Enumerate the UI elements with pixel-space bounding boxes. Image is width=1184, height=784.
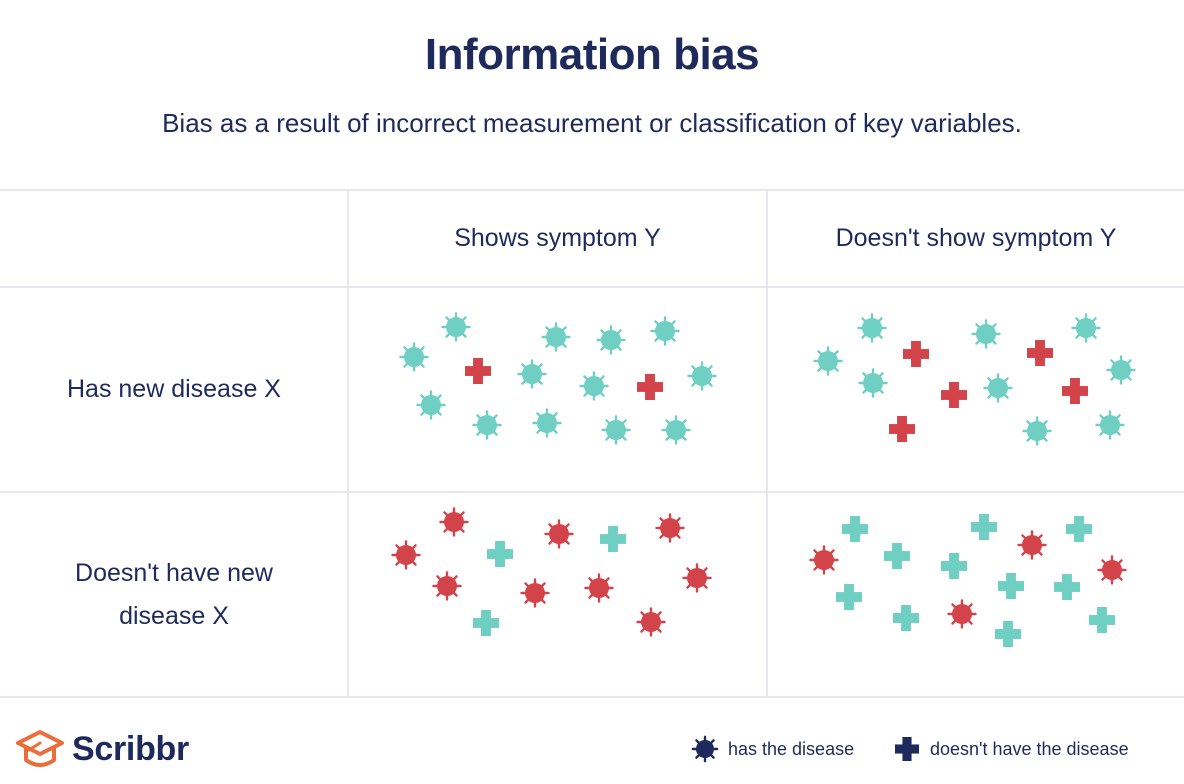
cross-icon bbox=[836, 584, 862, 610]
grid-line bbox=[766, 189, 768, 698]
cell-no-disease-shows-symptom bbox=[391, 507, 712, 637]
cross-icon bbox=[465, 358, 491, 384]
graduation-cap-icon bbox=[16, 730, 64, 767]
virus-icon bbox=[596, 325, 626, 355]
virus-icon bbox=[809, 545, 839, 575]
column-header-no-symptom: Doesn't show symptom Y bbox=[835, 223, 1117, 252]
legend-cross-label: doesn't have the disease bbox=[930, 738, 1129, 759]
virus-icon bbox=[691, 735, 719, 763]
virus-icon bbox=[947, 599, 977, 629]
cross-icon bbox=[1089, 607, 1115, 633]
row-header-no-disease: Doesn't have new disease X bbox=[0, 493, 348, 696]
cross-icon bbox=[893, 605, 919, 631]
legend-no-disease: doesn't have the disease bbox=[892, 732, 1129, 766]
cross-icon bbox=[971, 514, 997, 540]
page-subtitle: Bias as a result of incorrect measuremen… bbox=[162, 108, 1022, 138]
cross-icon bbox=[941, 382, 967, 408]
virus-icon bbox=[1097, 555, 1127, 585]
row-header-label-line2: disease X bbox=[119, 601, 229, 630]
virus-icon bbox=[1022, 416, 1052, 446]
virus-icon bbox=[416, 390, 446, 420]
cross-icon bbox=[600, 526, 626, 552]
virus-icon bbox=[661, 415, 691, 445]
cross-icon bbox=[1066, 516, 1092, 542]
virus-icon bbox=[1095, 410, 1125, 440]
virus-icon bbox=[517, 359, 547, 389]
virus-icon bbox=[544, 519, 574, 549]
grid-line bbox=[0, 696, 1184, 698]
grid-line bbox=[0, 491, 1184, 493]
cross-icon bbox=[1062, 378, 1088, 404]
legend-virus-label: has the disease bbox=[728, 738, 855, 759]
virus-icon bbox=[983, 373, 1013, 403]
cross-icon bbox=[889, 416, 915, 442]
virus-icon bbox=[532, 408, 562, 438]
brand-name: Scribbr bbox=[72, 729, 189, 768]
cross-icon bbox=[487, 541, 513, 567]
virus-icon bbox=[432, 571, 462, 601]
cell-has-disease-shows-symptom bbox=[399, 312, 717, 445]
row-header-label-line1: Doesn't have new bbox=[75, 558, 273, 587]
virus-icon bbox=[687, 361, 717, 391]
virus-icon bbox=[520, 578, 550, 608]
scribbr-logo[interactable]: Scribbr bbox=[14, 724, 189, 774]
cross-icon bbox=[637, 374, 663, 400]
virus-icon bbox=[650, 316, 680, 346]
legend-has-disease: has the disease bbox=[690, 732, 854, 766]
cross-icon bbox=[895, 737, 919, 761]
column-header-shows-symptom: Shows symptom Y bbox=[454, 223, 661, 252]
cross-icon bbox=[895, 737, 919, 761]
cross-icon bbox=[941, 553, 967, 579]
virus-icon bbox=[1106, 355, 1136, 385]
row-header-has-disease: Has new disease X bbox=[0, 288, 348, 491]
virus-icon bbox=[441, 312, 471, 342]
virus-icon bbox=[579, 371, 609, 401]
cross-icon bbox=[995, 621, 1021, 647]
virus-icon bbox=[399, 342, 429, 372]
grid-line bbox=[347, 189, 349, 698]
cross-icon bbox=[884, 543, 910, 569]
cross-icon bbox=[1027, 340, 1053, 366]
virus-icon bbox=[691, 735, 719, 763]
grid-line bbox=[0, 286, 1184, 288]
classification-grid: Shows symptom Y Doesn't show symptom Y H… bbox=[0, 189, 1184, 698]
cross-icon bbox=[903, 341, 929, 367]
virus-icon bbox=[655, 513, 685, 543]
virus-icon bbox=[584, 573, 614, 603]
virus-icon bbox=[391, 540, 421, 570]
virus-icon bbox=[1017, 530, 1047, 560]
virus-icon bbox=[813, 346, 843, 376]
virus-icon bbox=[857, 313, 887, 343]
virus-icon bbox=[472, 410, 502, 440]
cross-icon bbox=[998, 573, 1024, 599]
virus-icon bbox=[541, 322, 571, 352]
virus-icon bbox=[682, 563, 712, 593]
virus-icon bbox=[858, 368, 888, 398]
page-title: Information bias bbox=[424, 30, 760, 79]
virus-icon bbox=[1071, 313, 1101, 343]
grid-line bbox=[0, 189, 1184, 191]
virus-icon bbox=[971, 319, 1001, 349]
virus-icon bbox=[601, 415, 631, 445]
cell-no-disease-no-symptom bbox=[809, 514, 1127, 647]
virus-icon bbox=[636, 607, 666, 637]
virus-icon bbox=[439, 507, 469, 537]
cross-icon bbox=[473, 610, 499, 636]
cross-icon bbox=[842, 516, 868, 542]
row-header-label: Has new disease X bbox=[66, 375, 281, 403]
cell-has-disease-no-symptom bbox=[813, 313, 1136, 446]
cross-icon bbox=[1054, 574, 1080, 600]
